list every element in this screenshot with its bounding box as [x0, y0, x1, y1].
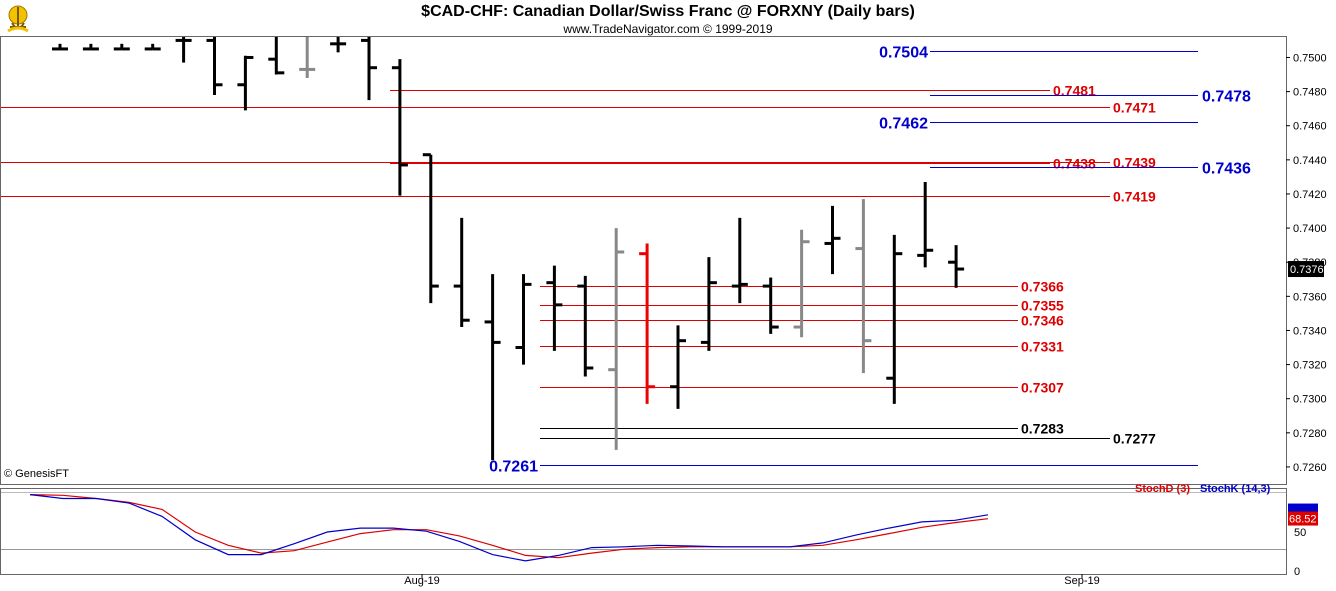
date-tick-label: Aug-19 — [404, 575, 439, 587]
stoch-k-line — [29, 494, 989, 562]
date-tick-label: Sep-19 — [1064, 575, 1099, 587]
price-tick-label: 0.7420 — [1293, 189, 1327, 201]
level-label: 0.7478 — [1202, 89, 1251, 106]
level-label: 0.7366 — [1021, 279, 1064, 295]
ohlc-bar — [422, 153, 439, 304]
level-label: 0.7307 — [1021, 380, 1064, 396]
level-label: 0.7277 — [1113, 431, 1156, 447]
price-tick-label: 0.7280 — [1293, 428, 1327, 440]
stoch-d-legend: StochD (3) — [1135, 483, 1190, 495]
stoch-tick-label: 0 — [1294, 566, 1300, 578]
price-tick-label: 0.7340 — [1293, 325, 1327, 337]
ohlc-bar — [113, 43, 130, 51]
chart-title: $CAD-CHF: Canadian Dollar/Swiss Franc @ … — [421, 3, 915, 20]
ohlc-bar — [484, 274, 501, 461]
level-label: 0.7462 — [879, 116, 928, 133]
stoch-k-legend: StochK (14,3) — [1200, 483, 1271, 495]
price-tick-label: 0.7400 — [1293, 223, 1327, 235]
chart-subtitle: www.TradeNavigator.com © 1999-2019 — [563, 22, 773, 36]
ohlc-bar — [52, 43, 68, 51]
level-label: 0.7481 — [1053, 83, 1096, 99]
level-label: 0.7283 — [1021, 421, 1064, 437]
ohlc-bar — [731, 217, 748, 304]
price-axis: 0.7260 0.7280 0.7300 0.7320 0.7340 0.7360 0.73… — [1286, 52, 1327, 474]
ohlc-bar — [762, 277, 779, 334]
ohlc-bar — [330, 37, 347, 53]
trade-navigator-logo — [3, 3, 33, 35]
price-tick-label: 0.7460 — [1293, 121, 1327, 133]
level-label: 0.7355 — [1021, 298, 1064, 314]
ohlc-bar — [453, 217, 470, 328]
ohlc-bar — [793, 229, 810, 338]
ohlc-bar — [299, 37, 316, 78]
ohlc-bar — [175, 37, 192, 63]
ohlc-bar — [577, 275, 594, 377]
stoch-d-line — [29, 494, 989, 559]
ohlc-bar — [82, 43, 99, 51]
level-label: 0.7439 — [1113, 155, 1156, 171]
support-resistance-levels: 0.7504 0.7481 0.7478 0.7471 0.7462 0.7439 0.74… — [1, 45, 1251, 476]
stoch-value-label: 68.52 — [1289, 514, 1317, 526]
stoch-d-value-box — [1288, 511, 1318, 526]
ohlc-bar — [700, 257, 717, 351]
level-label: 0.7261 — [489, 459, 538, 476]
ohlc-bar — [391, 59, 408, 196]
ohlc-bar — [144, 43, 161, 51]
price-tick-label: 0.7480 — [1293, 87, 1327, 99]
ohlc-bar — [608, 228, 625, 450]
ohlc-bar — [917, 182, 934, 268]
ohlc-bar — [886, 234, 903, 404]
level-label: 0.7419 — [1113, 189, 1156, 205]
ohlc-bar — [824, 205, 841, 275]
ohlc-bar — [515, 274, 532, 365]
level-label: 0.7504 — [879, 45, 928, 62]
level-label: 0.7436 — [1202, 161, 1251, 178]
ohlc-bar — [546, 265, 563, 351]
stoch-tick-label: 50 — [1294, 527, 1306, 539]
last-price-label: 0.7376 — [1290, 264, 1324, 276]
level-label: 0.7471 — [1113, 100, 1156, 116]
ohlc-bar — [206, 37, 223, 96]
ohlc-bar — [237, 55, 254, 111]
ohlc-bar — [948, 245, 965, 288]
level-label: 0.7438 — [1053, 156, 1096, 172]
price-tick-label: 0.7320 — [1293, 360, 1327, 372]
level-label: 0.7346 — [1021, 313, 1064, 329]
ohlc-bar — [855, 199, 872, 374]
genesis-credit: © GenesisFT — [4, 468, 69, 480]
price-tick-label: 0.7260 — [1293, 462, 1327, 474]
price-bars — [52, 37, 965, 461]
price-tick-label: 0.7440 — [1293, 155, 1327, 167]
stochastic-panel: StochD (3) StochK (14,3) 50 0 68.52 — [29, 483, 1318, 578]
chart-frame — [0, 36, 1287, 575]
last-price-box — [1288, 261, 1324, 278]
ohlc-bar — [268, 37, 285, 75]
price-tick-label: 0.7300 — [1293, 394, 1327, 406]
stoch-k-value-box — [1288, 503, 1318, 514]
date-axis: Aug-19 Sep-19 — [404, 574, 1100, 587]
level-label: 0.7331 — [1021, 339, 1064, 355]
ohlc-bar — [670, 325, 686, 409]
ohlc-bar — [361, 37, 377, 101]
price-tick-label: 0.7500 — [1293, 52, 1327, 64]
ohlc-bar — [639, 243, 656, 404]
price-tick-label: 0.7360 — [1293, 291, 1327, 303]
